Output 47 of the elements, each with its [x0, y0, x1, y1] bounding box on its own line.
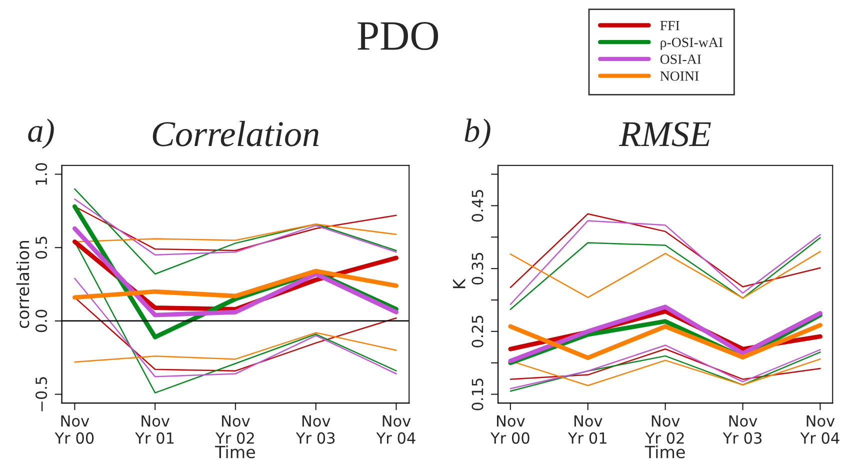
line-series	[74, 296, 397, 372]
x-axis-title: Time	[644, 445, 685, 458]
x-tick-label: Nov Yr 03	[722, 415, 762, 444]
line-series	[510, 213, 821, 288]
line-series	[510, 220, 821, 306]
x-tick-label: Nov Yr 02	[645, 415, 684, 444]
text: a)	[28, 118, 54, 149]
x-tick-label: Nov Yr 02	[215, 415, 254, 444]
line-series	[74, 198, 397, 256]
y-axis-title: K	[453, 278, 466, 288]
line-series	[510, 348, 821, 380]
line-series	[508, 304, 822, 364]
line-series	[510, 237, 821, 310]
text: b)	[464, 118, 490, 149]
x-tick-label: Nov Yr 04	[376, 415, 416, 444]
line-series	[510, 250, 821, 299]
x-tick-label: Nov Yr 00	[490, 415, 530, 444]
x-axis-title: Time	[215, 445, 255, 458]
y-tick-label: 0.0	[36, 310, 48, 332]
y-axis-title: correlation	[16, 240, 30, 328]
line-series	[74, 188, 397, 275]
legend-label: FFI	[660, 21, 680, 30]
x-tick-label: Nov Yr 01	[135, 415, 174, 444]
line-series	[74, 332, 397, 363]
chart-title: Correlation	[152, 120, 319, 146]
line-series	[72, 268, 398, 300]
legend-label: ρ-OSI-wAI	[660, 38, 723, 50]
line-series	[508, 322, 822, 360]
line-series	[74, 278, 397, 378]
legend-label: NOINI	[660, 71, 699, 81]
y-tick-label: −0.5	[36, 377, 48, 412]
y-tick-label: 0.25	[472, 316, 484, 348]
x-tick-label: Nov Yr 00	[54, 415, 94, 444]
legend-label: OSI-AI	[660, 54, 701, 64]
x-tick-label: Nov Yr 01	[568, 415, 606, 444]
y-tick-label: 0.5	[36, 236, 48, 259]
x-tick-label: Nov Yr 03	[296, 415, 335, 444]
x-tick-label: Nov Yr 04	[800, 415, 840, 444]
text: PDO	[358, 22, 438, 50]
chart-title: RMSE	[619, 122, 711, 146]
line-series	[72, 226, 398, 318]
y-tick-label: 0.15	[472, 378, 484, 410]
y-tick-label: 1.0	[36, 163, 48, 185]
y-tick-label: 0.35	[472, 252, 484, 285]
y-tick-label: 0.45	[472, 190, 484, 222]
line-series	[510, 352, 821, 392]
line-series	[510, 344, 821, 390]
